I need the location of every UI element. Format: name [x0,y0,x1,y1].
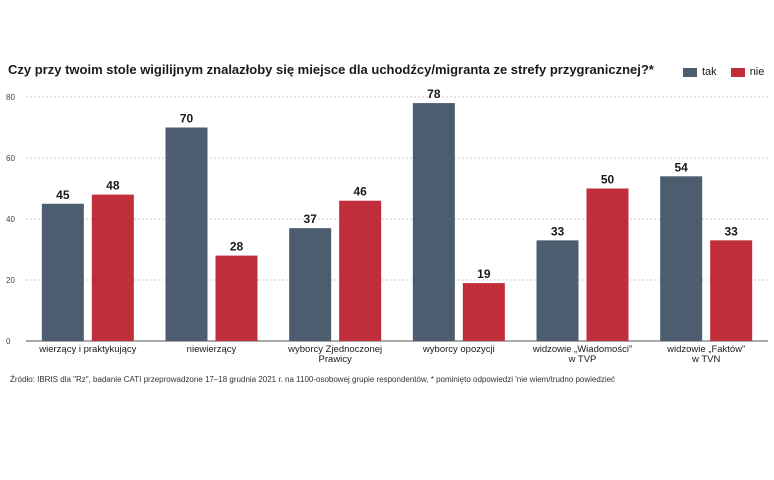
bar-tak [289,228,332,341]
legend-swatch-tak [683,67,697,77]
bar-nie [215,255,258,341]
bar-nie [91,194,134,341]
data-label: 33 [551,224,565,238]
data-label: 37 [303,212,317,226]
data-label: 78 [427,87,441,101]
bar-tak [412,103,455,341]
bar-tak [536,240,579,341]
bar-tak [660,176,703,341]
y-tick-label: 80 [6,93,15,102]
bar-nie [462,283,505,341]
legend-label-nie: nie [749,66,765,78]
x-category-label: wyborcy opozycji [422,344,495,355]
bar-tak [165,127,208,341]
x-category-label: widzowie „Wiadomości” [532,344,632,355]
chart-title: Czy przy twoim stole wigilijnym znalazło… [8,62,654,77]
x-category-label: widzowie „Faktów” [666,344,745,355]
y-tick-label: 20 [6,276,15,285]
legend: tak nie [683,66,774,78]
x-category-label: wierzący i praktykujący [38,344,136,355]
data-label: 50 [601,173,615,187]
bar-nie [710,240,753,341]
y-tick-label: 60 [6,154,15,163]
data-label: 19 [477,267,491,281]
source-footnote: Źródło: IBRIS dla "Rz", badanie CATI prz… [10,375,616,384]
data-label: 54 [674,160,688,174]
legend-item-tak: tak [683,66,717,78]
bar-tak [41,203,84,341]
y-tick-label: 0 [6,337,11,346]
x-category-label: w TVP [568,354,597,365]
data-label: 45 [56,188,70,202]
x-category-label: Prawicy [319,354,353,365]
legend-swatch-nie [730,67,745,77]
data-label: 33 [724,224,738,238]
data-label: 48 [106,179,120,193]
data-label: 28 [230,240,244,254]
legend-item-nie: nie [730,66,765,78]
x-category-label: w TVN [691,354,720,365]
x-category-label: niewierzący [187,344,237,355]
x-category-label: wyborcy Zjednoczonej [287,344,382,355]
y-tick-label: 40 [6,215,15,224]
data-label: 46 [353,185,367,199]
legend-label-tak: tak [702,66,717,78]
bar-nie [339,200,382,341]
data-label: 70 [180,112,194,126]
bar-nie [586,188,629,341]
